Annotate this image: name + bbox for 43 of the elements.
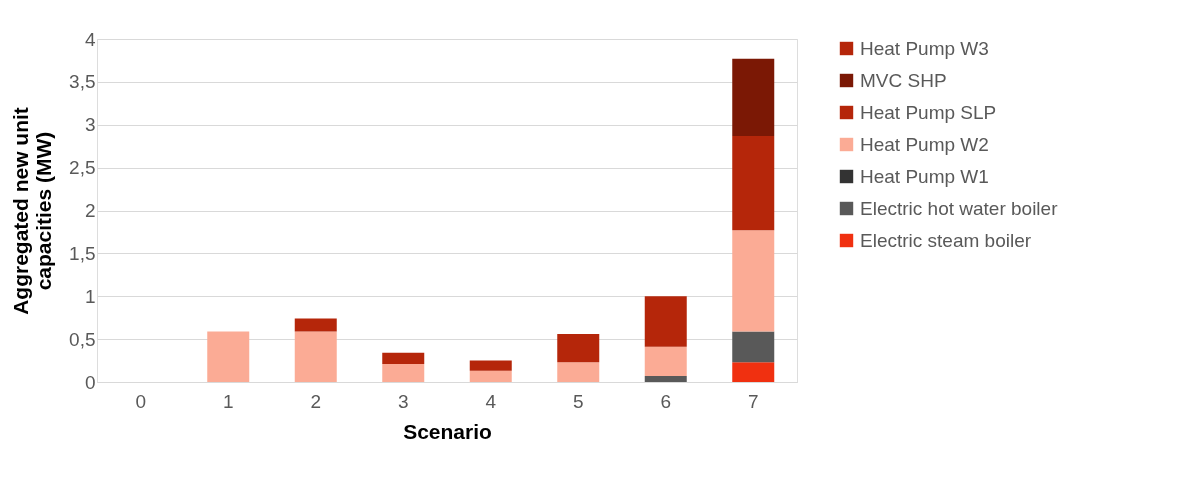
x-tick-label: 0	[135, 390, 147, 412]
legend-label: Electric hot water boiler	[860, 197, 1059, 219]
legend-label: Heat Pump SLP	[860, 101, 997, 123]
x-axis-title: Scenario	[403, 419, 492, 443]
y-axis-title: Aggregated new unit capacities (MW)	[9, 107, 56, 315]
y-tick-label: 0,5	[69, 328, 96, 350]
y-tick-label: 3	[84, 114, 96, 136]
y-tick-label: 2,5	[69, 157, 96, 179]
bar	[469, 360, 512, 371]
legend-label: Heat Pump W3	[860, 37, 989, 59]
x-tick-label: 5	[572, 390, 584, 412]
bar	[557, 362, 600, 382]
bar	[469, 370, 512, 382]
y-tick-label: 4	[84, 28, 96, 50]
x-tick-label: 6	[660, 390, 672, 412]
legend-label: Heat Pump W1	[860, 165, 989, 187]
legend-label: Heat Pump W2	[860, 133, 989, 155]
bar	[732, 362, 775, 382]
bar	[644, 296, 687, 347]
bar	[732, 331, 775, 363]
bar	[732, 135, 775, 231]
bar	[644, 376, 687, 382]
bar	[294, 331, 337, 382]
y-tick-label: 1	[84, 285, 96, 307]
x-tick-label: 7	[747, 390, 759, 412]
legend-label: MVC SHP	[860, 69, 947, 91]
bar	[732, 230, 775, 332]
bar	[207, 331, 250, 382]
bar	[732, 58, 775, 136]
x-tick-label: 2	[310, 390, 322, 412]
y-tick-label: 1,5	[69, 242, 96, 264]
bar	[557, 333, 600, 363]
bar	[382, 352, 425, 364]
bar	[294, 318, 337, 332]
x-tick-label: 4	[485, 390, 497, 412]
bar	[644, 346, 687, 376]
y-tick-label: 0	[84, 371, 96, 393]
y-tick-label: 3,5	[69, 71, 96, 93]
x-tick-label: 3	[397, 390, 409, 412]
x-tick-label: 1	[222, 390, 234, 412]
y-tick-label: 2	[84, 200, 96, 221]
bar	[382, 363, 425, 382]
legend-label: Electric steam boiler	[860, 229, 1032, 251]
